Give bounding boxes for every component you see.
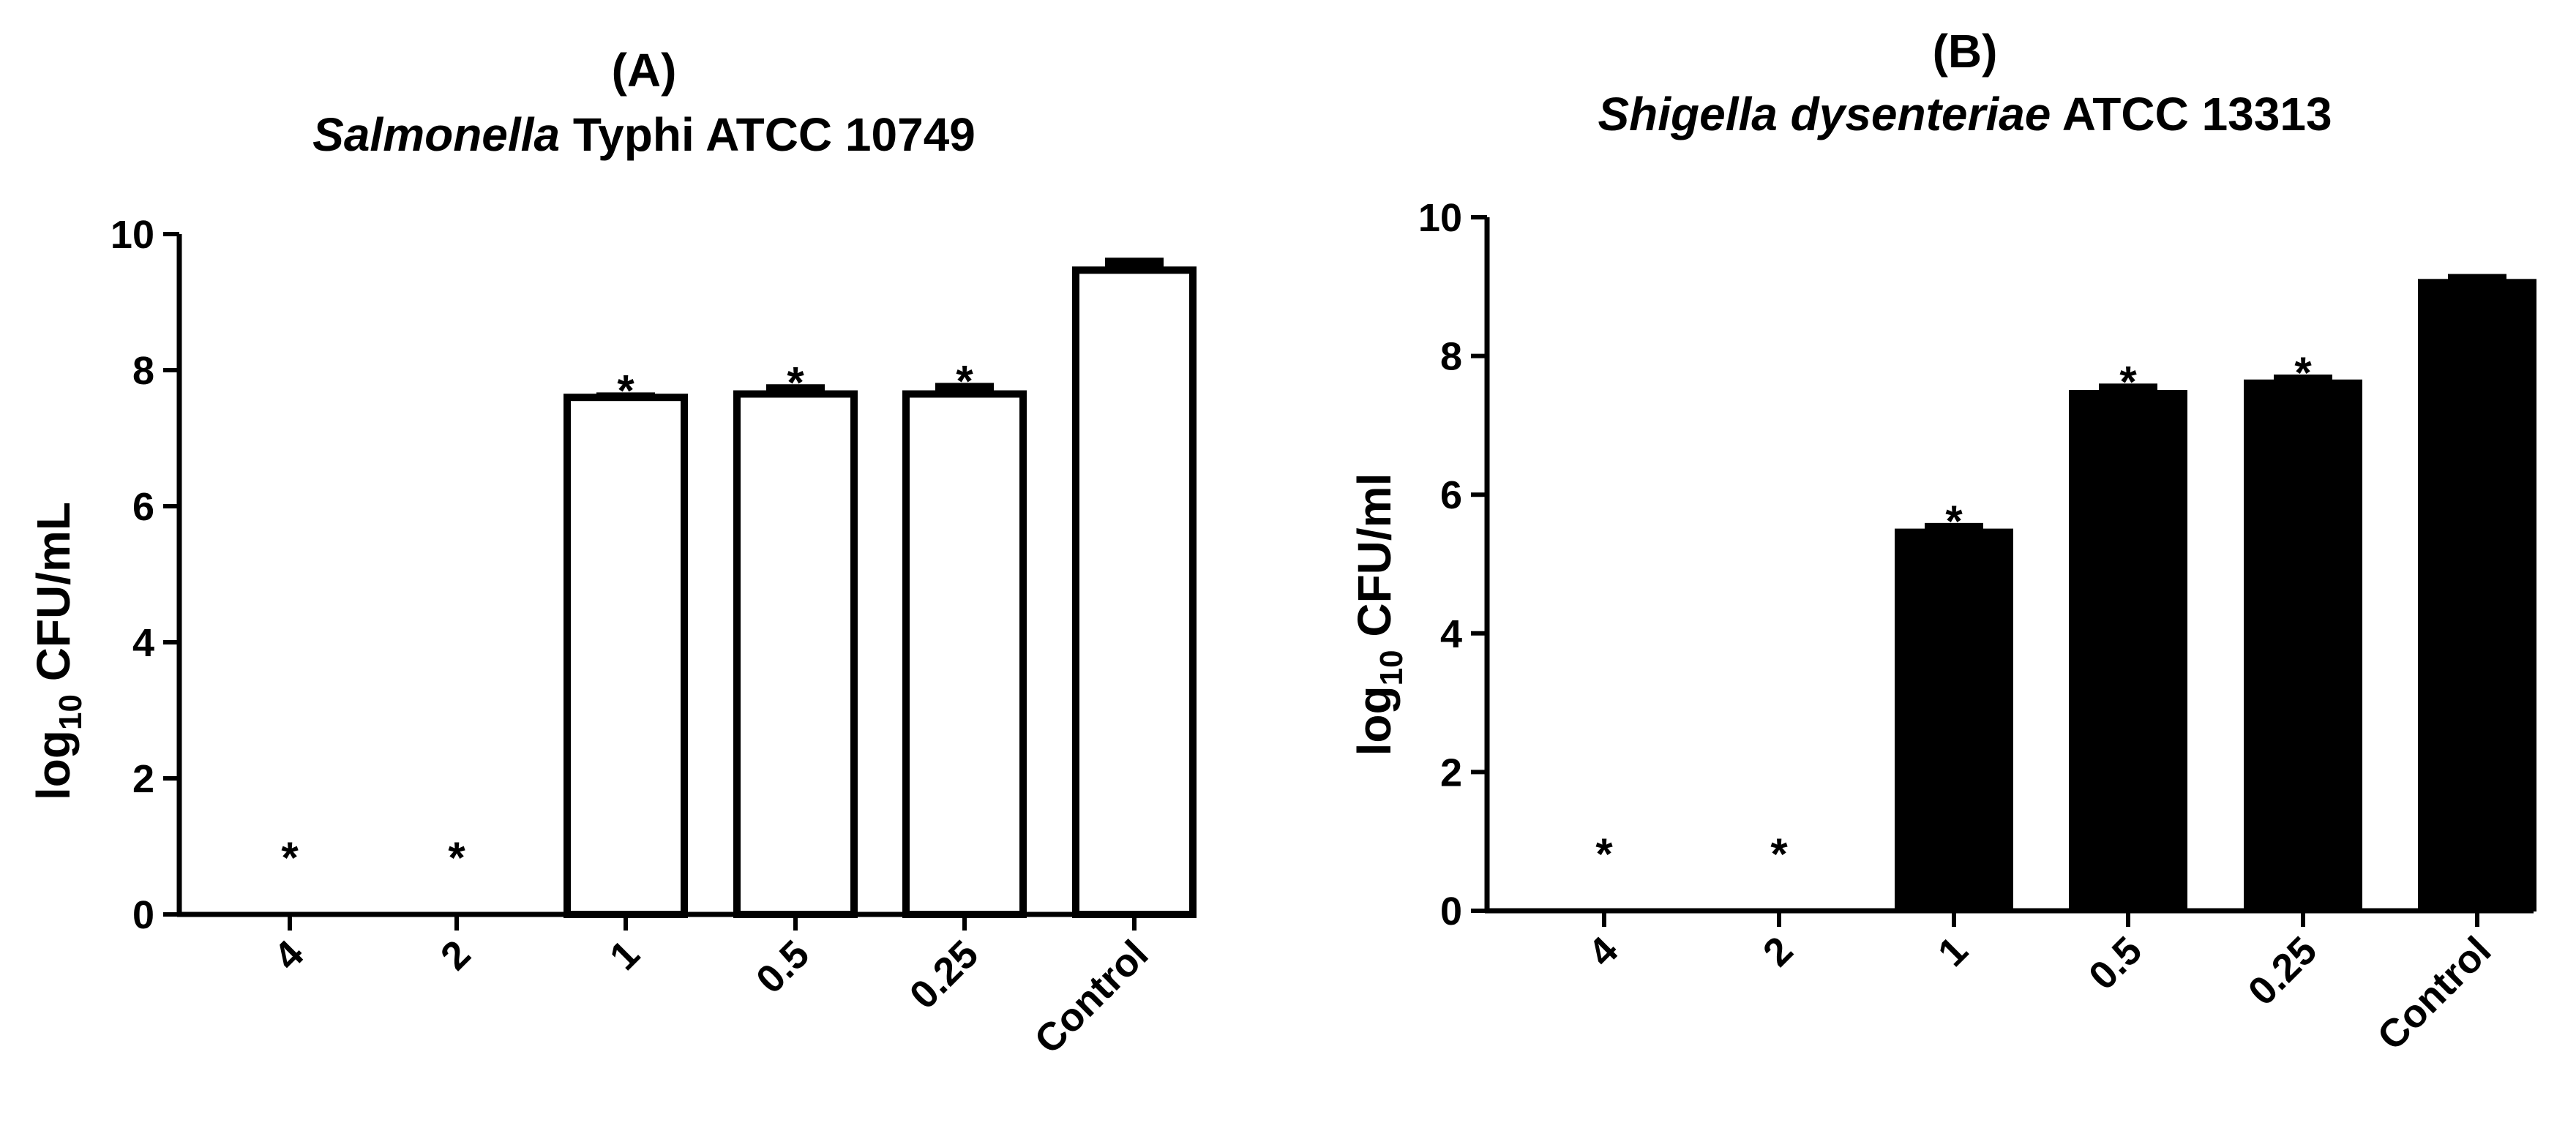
panel-a-category-label: Control [1026, 932, 1156, 1062]
panel-b-bar [2244, 379, 2362, 911]
panel-b-y-tick-label: 6 [1440, 473, 1462, 517]
panel-a-label: (A) [612, 44, 677, 97]
panel-b-category-label: 1 [1930, 928, 1977, 975]
panel-a-title-rest: Typhi ATCC 10749 [560, 108, 976, 161]
panel-a-category-label: 0.25 [902, 932, 987, 1018]
panel-b-category-label: Control [2369, 928, 2499, 1059]
panel-a-y-tick-label: 8 [132, 349, 154, 393]
panel-b-category-label: 0.25 [2240, 928, 2326, 1014]
panel-b-error-cap [1925, 522, 1983, 533]
panel-a-title: Salmonella Typhi ATCC 10749 [312, 108, 976, 161]
panel-b-bar [2069, 390, 2187, 911]
panel-a-plot: 0 2 4 6 8 10 * 4 * 2 * 1 * 0.5 * 0.25 Control [111, 213, 1197, 1062]
panel-a-significance-mark: * [448, 833, 465, 882]
panel-a-ylabel-main: log [27, 730, 80, 800]
panel-a-error-cap [596, 392, 655, 401]
panel-b-ylabel-sub: 10 [1374, 650, 1409, 685]
panel-a-ylabel-sub: 10 [53, 694, 89, 730]
panel-b-category-label: 0.5 [2081, 928, 2151, 999]
panel-b-error-cap [2274, 374, 2332, 383]
panel-b-error-cap [2099, 383, 2157, 394]
panel-a-significance-mark: * [956, 356, 973, 405]
panel-a: (A) Salmonella Typhi ATCC 10749 log10 CF… [27, 44, 1197, 1062]
panel-b-y-tick-label: 8 [1440, 335, 1462, 379]
panel-a-significance-mark: * [281, 833, 299, 882]
panel-a-error-cap [935, 383, 994, 397]
panel-b-y-tick-label: 2 [1440, 751, 1462, 794]
panel-a-category-label: 1 [602, 932, 648, 979]
panel-b-category-label: 2 [1755, 928, 1802, 975]
panel-a-significance-mark: * [617, 366, 634, 415]
panel-b-title-italic: Shigella dysenteriae [1598, 88, 2051, 140]
panel-b: (B) Shigella dysenteriae ATCC 13313 log1… [1348, 25, 2536, 1059]
panel-b-bar [2418, 279, 2536, 911]
panel-b-significance-mark: * [2119, 357, 2137, 406]
panel-a-y-tick-label: 0 [132, 893, 154, 937]
panel-a-title-italic: Salmonella [312, 108, 560, 161]
panel-a-bar [564, 394, 688, 918]
panel-a-category-label: 4 [266, 932, 312, 979]
panel-b-title: Shigella dysenteriae ATCC 13313 [1598, 88, 2332, 140]
panel-a-category-label: 0.5 [748, 932, 818, 1002]
panel-a-error-cap [1105, 258, 1164, 274]
panel-b-bar [1895, 528, 2013, 911]
panel-a-ylabel: log10 CFU/mL [27, 502, 89, 800]
panel-b-significance-mark: * [1945, 497, 1963, 546]
panel-b-y-tick-label: 10 [1418, 196, 1462, 240]
panel-b-ylabel-unit: CFU/ml [1348, 473, 1401, 650]
panel-a-bar [902, 390, 1027, 918]
panel-a-y-tick-label: 6 [132, 485, 154, 529]
panel-a-y-tick-label: 10 [111, 213, 154, 257]
panel-b-label: (B) [1933, 25, 1998, 78]
panel-b-ylabel-main: log [1348, 685, 1401, 756]
panel-a-bar [1072, 266, 1197, 919]
panel-b-significance-mark: * [1770, 830, 1788, 879]
panel-b-title-rest: ATCC 13313 [2051, 88, 2332, 140]
panel-a-significance-mark: * [787, 358, 804, 407]
panel-b-significance-mark: * [1595, 830, 1613, 879]
panel-a-category-label: 2 [433, 932, 479, 979]
panel-b-significance-mark: * [2294, 348, 2312, 397]
panel-b-y-tick-label: 4 [1440, 612, 1462, 656]
panel-a-ylabel-unit: CFU/mL [27, 502, 80, 694]
panel-b-plot: 0 2 4 6 8 10 * 4 * 2 * 1 * 0.5 * 0.25 Control [1418, 196, 2536, 1059]
panel-b-category-label: 4 [1580, 928, 1627, 975]
panel-a-bar [733, 390, 858, 918]
panel-b-y-tick-label: 0 [1440, 890, 1462, 933]
panel-a-error-cap [766, 384, 825, 397]
panel-b-ylabel: log10 CFU/ml [1348, 473, 1409, 756]
panel-a-y-tick-label: 2 [132, 757, 154, 801]
panel-a-y-tick-label: 4 [132, 621, 154, 665]
panel-b-error-cap [2448, 274, 2506, 283]
